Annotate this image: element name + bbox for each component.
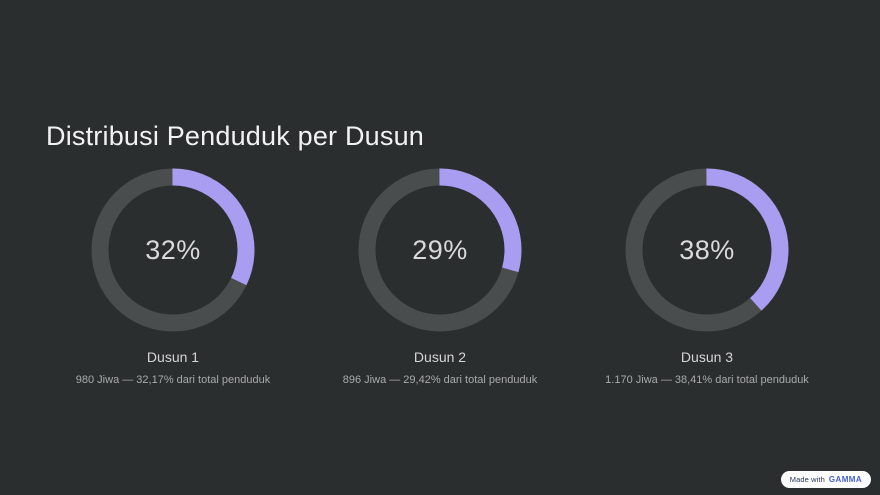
donut-svg xyxy=(358,168,522,332)
percent-label: 29% xyxy=(412,234,468,265)
percent-label: 32% xyxy=(145,234,201,265)
donut-arc xyxy=(91,168,255,332)
donut-chart: 32% xyxy=(91,168,255,332)
dusun-label: Dusun 3 xyxy=(680,349,734,365)
donut-charts-row: 32% Dusun 1 980 Jiwa — 32,17% dari total… xyxy=(0,168,880,386)
dusun-caption: 980 Jiwa — 32,17% dari total penduduk xyxy=(75,374,271,386)
dusun-label: Dusun 1 xyxy=(146,349,200,365)
donut-chart: 38% xyxy=(625,168,789,332)
donut-card-dusun-2: 29% Dusun 2 896 Jiwa — 29,42% dari total… xyxy=(315,168,565,386)
slide-title: Distribusi Penduduk per Dusun xyxy=(46,121,424,152)
percent-label: 38% xyxy=(679,234,735,265)
donut-card-dusun-1: 32% Dusun 1 980 Jiwa — 32,17% dari total… xyxy=(48,168,298,386)
dusun-caption: 1.170 Jiwa — 38,41% dari total penduduk xyxy=(605,374,809,386)
donut-svg xyxy=(625,168,789,332)
donut-card-dusun-3: 38% Dusun 3 1.170 Jiwa — 38,41% dari tot… xyxy=(582,168,832,386)
dusun-label: Dusun 2 xyxy=(413,349,467,365)
made-with-label: Made with xyxy=(789,475,825,484)
made-with-gamma-badge[interactable]: Made with GAMMA xyxy=(780,471,871,488)
gamma-logo: GAMMA xyxy=(828,475,862,484)
donut-chart: 29% xyxy=(358,168,522,332)
donut-svg xyxy=(91,168,255,332)
donut-arc xyxy=(358,168,522,332)
donut-arc xyxy=(625,168,789,332)
dusun-caption: 896 Jiwa — 29,42% dari total penduduk xyxy=(342,374,538,386)
